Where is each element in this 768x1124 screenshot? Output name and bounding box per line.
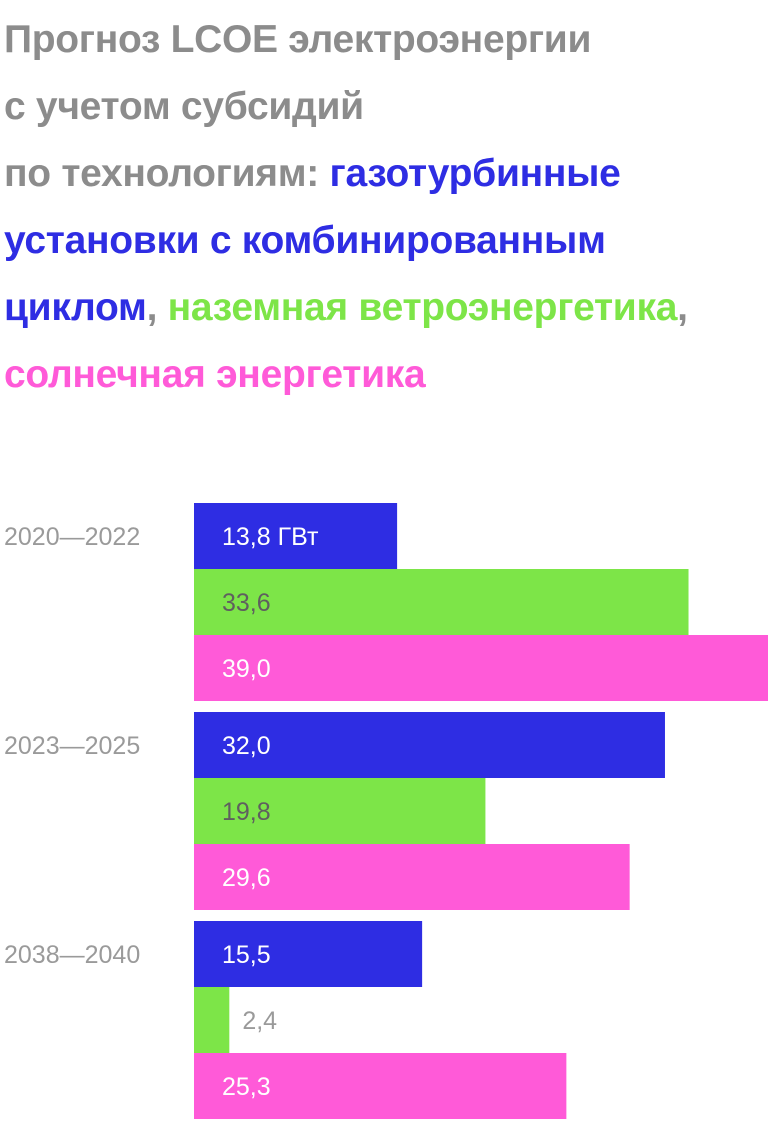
bar-solar bbox=[194, 844, 630, 910]
title-line-1: Прогноз LCOE электроэнергии bbox=[4, 18, 592, 61]
title-line-2: с учетом субсидий bbox=[4, 85, 364, 128]
data-label: 19,8 bbox=[222, 798, 271, 826]
category-label: 2038—2040 bbox=[4, 941, 140, 969]
data-label: 2,4 bbox=[242, 1007, 277, 1035]
legend-series-gas: газотурбинные установки с комбинированны… bbox=[4, 152, 621, 329]
bar-gas bbox=[194, 503, 398, 569]
title-separator: , bbox=[677, 286, 688, 329]
title-line-3-prefix: по технологиям: bbox=[4, 152, 330, 195]
bar-wind bbox=[194, 987, 230, 1053]
legend-series-solar: солнечная энергетика bbox=[4, 353, 426, 396]
category-label: 2020—2022 bbox=[4, 523, 140, 551]
chart-title: Прогноз LCOE электроэнергии с учетом суб… bbox=[4, 6, 764, 408]
bar-gas bbox=[194, 712, 665, 778]
bar-wind bbox=[194, 778, 486, 844]
data-label: 39,0 bbox=[222, 655, 271, 683]
bar-solar bbox=[194, 1053, 567, 1119]
data-label: 29,6 bbox=[222, 864, 271, 892]
data-label: 13,8 ГВт bbox=[222, 523, 319, 551]
category-label: 2023—2025 bbox=[4, 732, 140, 760]
data-label: 25,3 bbox=[222, 1073, 271, 1101]
bar-wind bbox=[194, 569, 689, 635]
data-label: 15,5 bbox=[222, 941, 271, 969]
data-label: 32,0 bbox=[222, 732, 271, 760]
bar-solar bbox=[194, 635, 768, 701]
legend-series-wind: наземная ветроэнергетика bbox=[167, 286, 678, 329]
bar-gas bbox=[194, 921, 423, 987]
title-separator: , bbox=[146, 286, 168, 329]
data-label: 33,6 bbox=[222, 589, 271, 617]
